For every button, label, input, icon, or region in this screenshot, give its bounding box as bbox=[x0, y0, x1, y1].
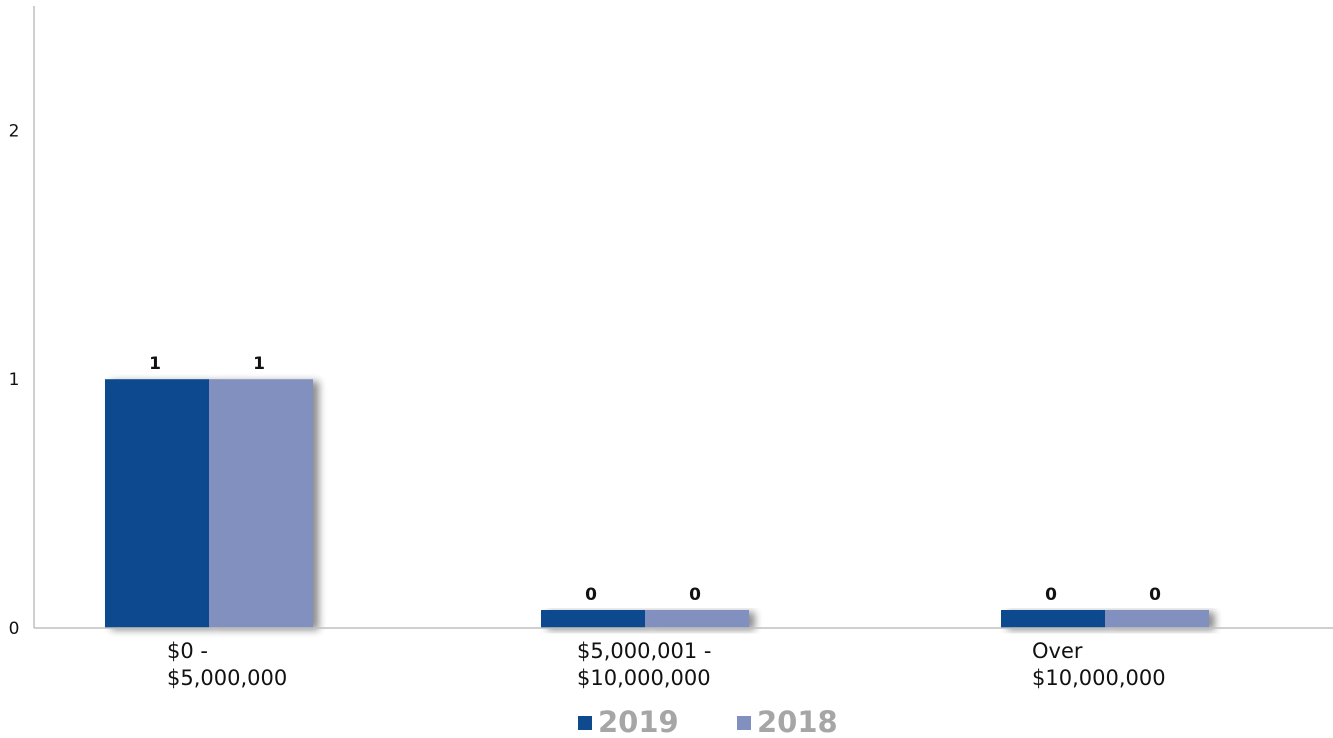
y-tick-labels: 0 1 2 bbox=[9, 121, 20, 639]
x-category-label-line: $10,000,000 bbox=[1032, 666, 1166, 690]
bar-2019-2 bbox=[1001, 610, 1105, 628]
x-category-label-line: Over bbox=[1032, 639, 1083, 663]
x-category-label: Over $10,000,000 bbox=[1032, 639, 1166, 690]
x-category-label: $0 - $5,000,000 bbox=[167, 639, 287, 690]
bar-2018-0 bbox=[209, 379, 313, 628]
legend-swatch-2018 bbox=[737, 716, 751, 730]
x-category-label-line: $5,000,001 - bbox=[577, 639, 712, 663]
data-label: 0 bbox=[1045, 585, 1057, 605]
x-category-label: $5,000,001 - $10,000,000 bbox=[577, 639, 712, 690]
bars-group bbox=[105, 379, 1209, 628]
y-tick-label: 0 bbox=[9, 619, 20, 639]
bar-2019-0 bbox=[105, 379, 209, 628]
data-label: 0 bbox=[1149, 585, 1161, 605]
legend-swatch-2019 bbox=[578, 716, 592, 730]
x-category-label-line: $5,000,000 bbox=[167, 666, 287, 690]
y-tick-label: 1 bbox=[9, 370, 20, 390]
bar-2018-2 bbox=[1105, 610, 1209, 628]
bar-2019-1 bbox=[541, 610, 645, 628]
y-tick-label: 2 bbox=[9, 121, 20, 141]
data-label: 1 bbox=[149, 354, 161, 374]
legend-label-2018: 2018 bbox=[757, 705, 838, 738]
data-label: 0 bbox=[689, 585, 701, 605]
x-category-label-line: $0 - bbox=[167, 639, 208, 663]
data-label: 1 bbox=[253, 354, 265, 374]
legend: 2019 2018 bbox=[578, 705, 838, 738]
x-category-labels: $0 -$5,000,000$5,000,001 -$10,000,000Ove… bbox=[167, 639, 1166, 690]
bar-2018-1 bbox=[645, 610, 749, 628]
x-category-label-line: $10,000,000 bbox=[577, 666, 711, 690]
legend-label-2019: 2019 bbox=[598, 705, 679, 738]
data-labels: 1 1 0 0 0 0 bbox=[149, 354, 1161, 605]
data-label: 0 bbox=[585, 585, 597, 605]
